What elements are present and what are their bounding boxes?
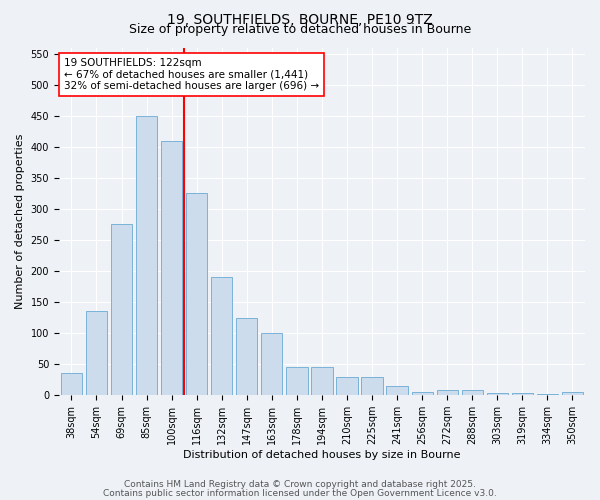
Bar: [437, 390, 458, 395]
Bar: [236, 318, 257, 395]
Bar: [111, 224, 132, 395]
Bar: [537, 394, 558, 395]
Bar: [562, 392, 583, 395]
Bar: [211, 277, 232, 395]
Bar: [461, 390, 483, 395]
Bar: [161, 140, 182, 395]
Text: Contains public sector information licensed under the Open Government Licence v3: Contains public sector information licen…: [103, 488, 497, 498]
Bar: [261, 333, 283, 395]
Bar: [186, 194, 208, 395]
Bar: [86, 312, 107, 395]
Text: Contains HM Land Registry data © Crown copyright and database right 2025.: Contains HM Land Registry data © Crown c…: [124, 480, 476, 489]
Bar: [311, 368, 332, 395]
Bar: [487, 394, 508, 395]
Bar: [386, 386, 408, 395]
Y-axis label: Number of detached properties: Number of detached properties: [15, 134, 25, 309]
Bar: [61, 374, 82, 395]
Bar: [361, 376, 383, 395]
Bar: [412, 392, 433, 395]
Text: Size of property relative to detached houses in Bourne: Size of property relative to detached ho…: [129, 22, 471, 36]
Text: 19 SOUTHFIELDS: 122sqm
← 67% of detached houses are smaller (1,441)
32% of semi-: 19 SOUTHFIELDS: 122sqm ← 67% of detached…: [64, 58, 319, 91]
Bar: [337, 376, 358, 395]
Bar: [136, 116, 157, 395]
Text: 19, SOUTHFIELDS, BOURNE, PE10 9TZ: 19, SOUTHFIELDS, BOURNE, PE10 9TZ: [167, 12, 433, 26]
Bar: [286, 368, 308, 395]
Bar: [512, 394, 533, 395]
X-axis label: Distribution of detached houses by size in Bourne: Distribution of detached houses by size …: [183, 450, 461, 460]
